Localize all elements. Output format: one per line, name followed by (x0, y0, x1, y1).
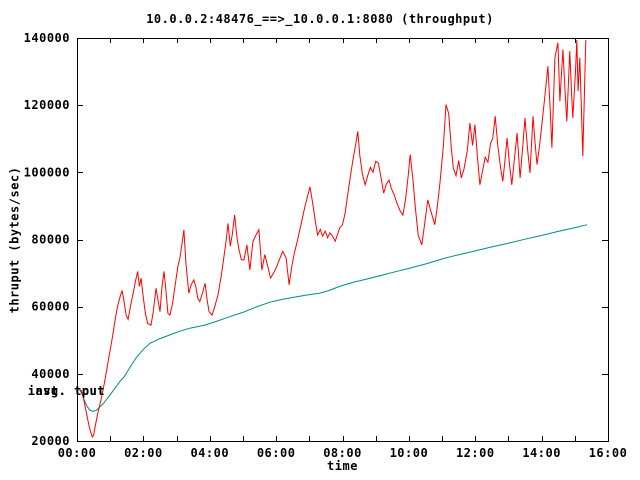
x-tick-label: 14:00 (522, 446, 561, 460)
x-tick-label: 02:00 (124, 446, 163, 460)
y-tick-label: 120000 (24, 98, 70, 112)
x-axis-title: time (327, 459, 358, 473)
avg-tput-line (79, 224, 588, 412)
inst-tput-label: inst. tput (27, 384, 105, 398)
plot-axes (77, 38, 609, 442)
x-tick-label: 00:00 (58, 446, 97, 460)
y-tick-label: 40000 (31, 367, 70, 381)
y-tick-label: 60000 (31, 300, 70, 314)
avg-tput-label: avg. tput (35, 384, 105, 398)
x-tick-label: 16:00 (589, 446, 628, 460)
y-tick-label: 140000 (24, 31, 70, 45)
line-labels: avg. tput inst. tput (0, 384, 105, 398)
axis-tick-labels: 00:00 02:00 04:00 06:00 08:00 10:00 12:00 14:00… (24, 31, 628, 460)
y-tick-label: 100000 (24, 165, 70, 179)
x-tick-label: 12:00 (456, 446, 495, 460)
x-tick-label: 08:00 (323, 446, 362, 460)
inst-tput-line (79, 39, 587, 439)
y-tick-label: 80000 (31, 233, 70, 247)
x-tick-label: 04:00 (190, 446, 229, 460)
chart-title: 10.0.0.2:48476_==>_10.0.0.1:8080 (throug… (146, 12, 494, 26)
x-tick-label: 06:00 (257, 446, 296, 460)
y-axis-title: thruput (bytes/sec) (7, 166, 22, 314)
data-series (79, 39, 588, 439)
y-tick-label: 20000 (31, 434, 70, 448)
plot-border (77, 38, 609, 442)
x-tick-label: 10:00 (390, 446, 429, 460)
axis-ticks (77, 38, 609, 442)
